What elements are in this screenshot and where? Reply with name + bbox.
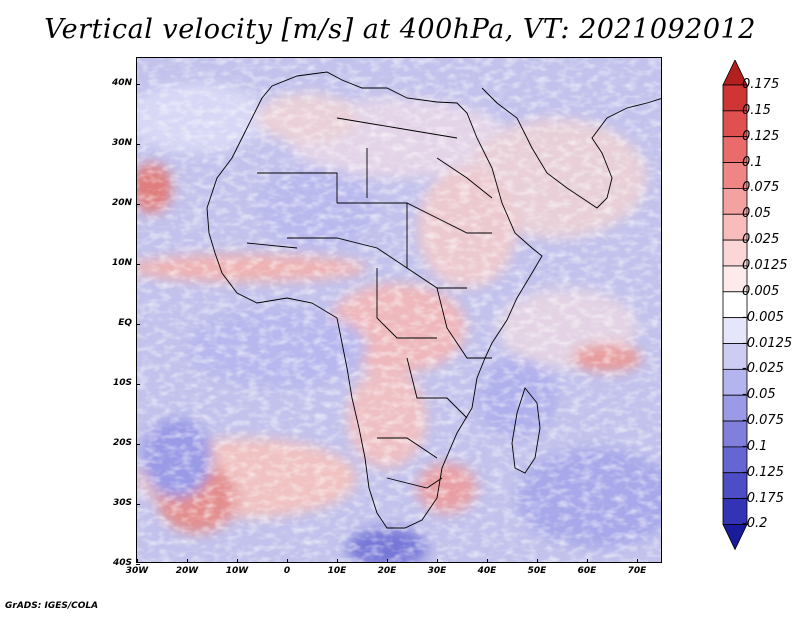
colorbar-bin [722, 446, 748, 474]
colorbar-label: 0.025 [742, 232, 780, 248]
colorbar-label: 0.075 [742, 180, 780, 196]
lat-label: 10S [112, 378, 132, 388]
velocity-field-map [137, 58, 661, 562]
colorbar-label: -0.175 [742, 490, 784, 506]
colorbar-label: 0.0125 [742, 257, 788, 273]
colorbar-bin [722, 187, 748, 215]
lon-label: 30W [125, 566, 149, 576]
colorbar-label: -0.075 [742, 413, 784, 429]
lon-tick [437, 559, 438, 563]
lat-label: EQ [118, 318, 132, 328]
lon-tick [237, 559, 238, 563]
colorbar-label: 0.005 [742, 283, 780, 299]
colorbar-label: 0.15 [742, 102, 771, 118]
colorbar-bin [722, 213, 748, 241]
lat-label: 30S [112, 498, 132, 508]
colorbar-bin [722, 162, 748, 189]
lon-label: 70E [627, 566, 647, 576]
lat-tick [136, 144, 140, 145]
lon-label: 40E [477, 566, 497, 576]
lon-label: 10W [225, 566, 249, 576]
lat-label: 40N [111, 78, 132, 88]
colorbar-label: -0.025 [742, 361, 784, 377]
lat-tick [136, 444, 140, 445]
colorbar-scale [722, 60, 748, 551]
colorbar-label: -0.125 [742, 464, 784, 480]
lon-tick [587, 559, 588, 563]
lon-tick [387, 559, 388, 563]
colorbar-label: 0.1 [742, 154, 763, 170]
map-frame [136, 57, 662, 563]
coastlines [206, 71, 661, 529]
colorbar-bin [722, 84, 748, 112]
lat-tick [136, 384, 140, 385]
lon-tick [137, 559, 138, 563]
lat-tick [136, 264, 140, 265]
lon-label: 0 [283, 566, 291, 576]
lat-label: 30N [111, 138, 132, 148]
lon-label: 30E [427, 566, 447, 576]
lon-label: 20E [377, 566, 397, 576]
lon-tick [187, 559, 188, 563]
lat-tick [136, 84, 140, 85]
colorbar-label: 0.175 [742, 77, 780, 92]
colorbar-label: 0.05 [742, 206, 771, 222]
lat-label: 20N [111, 198, 132, 208]
colorbar-bin [722, 239, 748, 267]
colorbar-bin [722, 368, 748, 396]
colorbar-bottom-triangle [722, 524, 748, 551]
colorbar-bin [722, 136, 748, 163]
lon-tick [537, 559, 538, 563]
lon-tick [337, 559, 338, 563]
lat-label: 20S [112, 438, 132, 448]
lon-tick [487, 559, 488, 563]
plot-title: Vertical velocity [m/s] at 400hPa, VT: 2… [44, 14, 756, 45]
lat-label: 40S [112, 558, 132, 568]
colorbar-label: -0.005 [742, 309, 784, 325]
colorbar-bin [722, 343, 748, 370]
colorbar-bin [722, 394, 748, 422]
colorbar-bin [722, 291, 748, 319]
colorbar-label: -0.05 [742, 387, 776, 403]
colorbar-label: -0.1 [742, 438, 768, 454]
lon-tick [287, 559, 288, 563]
lat-tick [136, 564, 140, 565]
lat-tick [136, 204, 140, 205]
colorbar-label: -0.0125 [742, 335, 793, 351]
lon-label: 50E [527, 566, 547, 576]
colorbar-label: -0.2 [742, 516, 768, 532]
footer-credit: GrADS: IGES/COLA [5, 601, 99, 611]
lat-tick [136, 324, 140, 325]
lon-label: 10E [327, 566, 347, 576]
lon-label: 60E [577, 566, 597, 576]
lon-tick [637, 559, 638, 563]
lat-tick [136, 504, 140, 505]
colorbar-label: 0.125 [742, 128, 780, 144]
lat-label: 10N [111, 258, 132, 268]
lon-label: 20W [175, 566, 199, 576]
